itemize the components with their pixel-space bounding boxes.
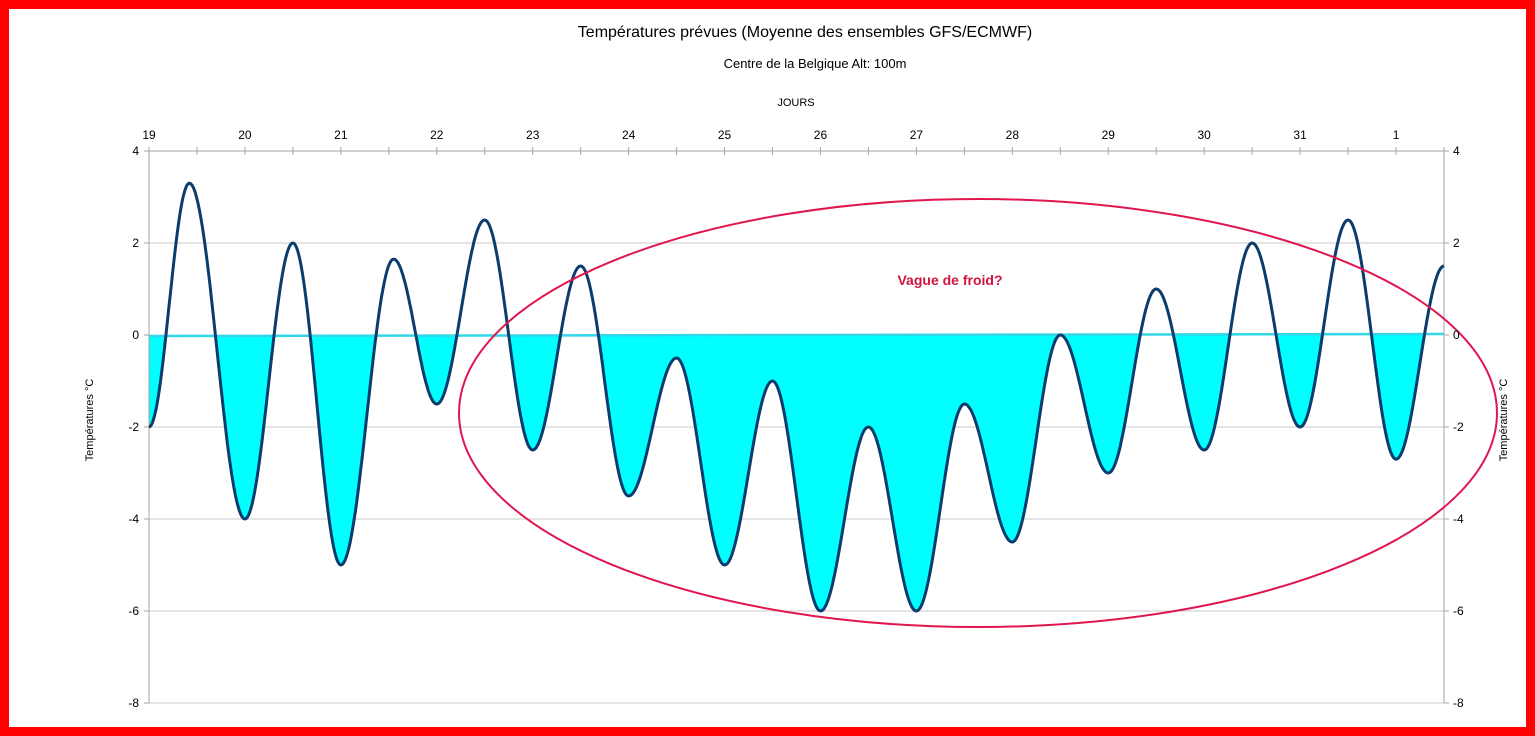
chart-title: Températures prévues (Moyenne des ensemb…: [578, 24, 1032, 41]
annotation-layer: Vague de froid?: [458, 198, 1498, 628]
x-tick-label: 27: [910, 128, 924, 142]
x-tick-label: 28: [1006, 128, 1020, 142]
y-tick-labels-left: 4 2 0 -2 -4 -6 -8: [128, 144, 139, 710]
x-tick-label: 19: [142, 128, 156, 142]
y-tick-label-left: -8: [128, 696, 139, 710]
x-tick-labels: 19 20 21 22 23 24 25 26 27 28 29 30 31 1: [142, 128, 1399, 142]
axes: [144, 147, 1449, 704]
y-tick-label-right: 4: [1453, 144, 1460, 158]
x-tick-label: 1: [1393, 128, 1400, 142]
below-zero-fill: [149, 335, 1444, 611]
x-tick-label: 22: [430, 128, 444, 142]
y-tick-label-right: -4: [1453, 512, 1464, 526]
temperature-line: [148, 181, 1445, 613]
y-tick-label-left: 4: [132, 144, 139, 158]
y-tick-labels-right: 4 2 0 -2 -4 -6 -8: [1453, 144, 1464, 710]
y-tick-label-right: 0: [1453, 328, 1460, 342]
y-axis-label-right: Températures °C: [1498, 379, 1510, 462]
zero-line: [148, 332, 1445, 338]
cold-wave-ellipse: [458, 198, 1498, 628]
x-tick-label: 23: [526, 128, 540, 142]
x-tick-label: 20: [238, 128, 252, 142]
y-tick-label-left: 0: [132, 328, 139, 342]
x-tick-label: 26: [814, 128, 828, 142]
y-tick-label-left: 2: [132, 236, 139, 250]
x-tick-label: 29: [1102, 128, 1116, 142]
y-tick-label-right: -8: [1453, 696, 1464, 710]
y-axis-label-left: Températures °C: [84, 379, 96, 462]
temperature-series: [148, 181, 1445, 613]
x-tick-label: 31: [1293, 128, 1307, 142]
y-tick-label-right: -2: [1453, 420, 1464, 434]
y-tick-label-left: -6: [128, 604, 139, 618]
below-zero-area: [149, 335, 1444, 611]
y-tick-label-left: -4: [128, 512, 139, 526]
x-tick-label: 30: [1198, 128, 1212, 142]
x-axis-label: JOURS: [777, 97, 814, 109]
x-tick-label: 24: [622, 128, 636, 142]
cold-wave-annotation: Vague de froid?: [897, 272, 1002, 288]
y-tick-label-right: 2: [1453, 236, 1460, 250]
y-tick-label-left: -2: [128, 420, 139, 434]
y-tick-label-right: -6: [1453, 604, 1464, 618]
x-tick-label: 21: [334, 128, 348, 142]
chart-subtitle: Centre de la Belgique Alt: 100m: [724, 56, 907, 71]
x-tick-label: 25: [718, 128, 732, 142]
